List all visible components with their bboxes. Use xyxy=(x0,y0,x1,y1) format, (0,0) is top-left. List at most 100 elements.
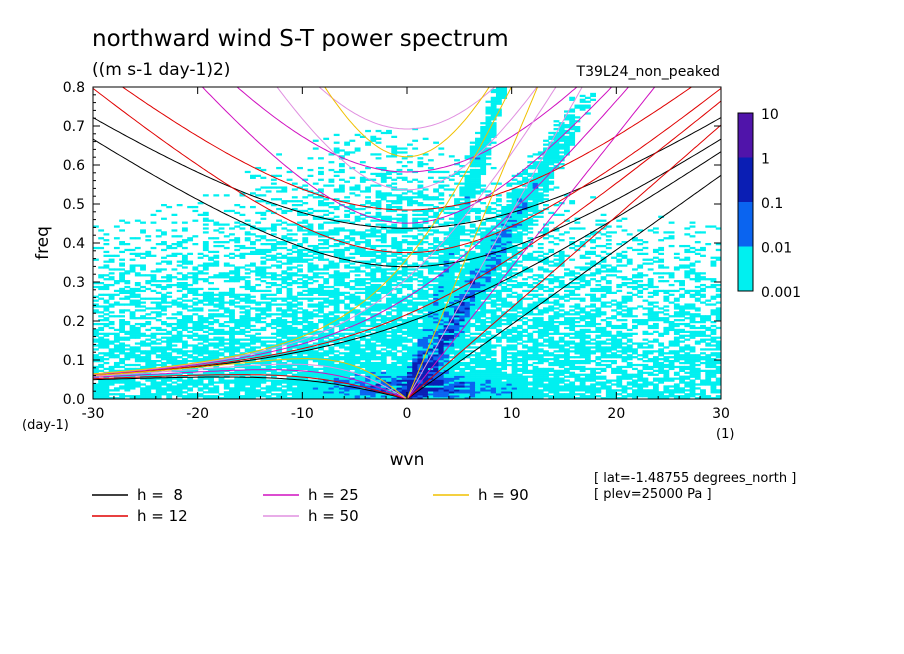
heat-cell xyxy=(527,391,534,394)
heat-cell xyxy=(652,360,659,363)
heat-cell xyxy=(663,326,670,330)
heat-cell xyxy=(187,383,194,386)
heat-cell xyxy=(208,313,214,316)
heat-cell xyxy=(124,289,131,293)
heat-cell xyxy=(694,342,701,345)
heat-cell xyxy=(448,344,455,347)
heat-cell xyxy=(611,342,617,345)
heat-cell xyxy=(338,301,345,304)
heat-cell xyxy=(715,377,721,380)
heat-cell xyxy=(459,363,466,367)
heat-cell xyxy=(166,375,173,378)
heat-cell xyxy=(354,328,361,332)
heat-cell xyxy=(564,321,570,324)
heat-cell xyxy=(234,340,241,343)
heat-cell xyxy=(344,379,351,382)
heat-cell xyxy=(454,395,460,398)
heat-cell xyxy=(145,350,152,353)
heat-cell xyxy=(192,358,199,361)
heat-cell xyxy=(616,307,623,310)
heat-cell xyxy=(297,373,303,376)
heat-cell xyxy=(192,338,199,341)
heat-cell xyxy=(93,309,99,312)
heat-cell xyxy=(548,317,555,320)
heat-cell xyxy=(647,291,654,294)
heat-cell xyxy=(412,321,419,324)
heat-cell xyxy=(354,389,361,392)
heat-cell xyxy=(448,348,455,351)
heat-cell xyxy=(229,321,235,324)
heat-cell xyxy=(208,377,214,380)
heat-cell xyxy=(291,313,298,316)
heat-cell xyxy=(281,369,288,372)
heat-cell xyxy=(454,299,460,302)
heat-cell xyxy=(569,346,576,349)
heat-cell xyxy=(663,375,670,378)
heat-cell xyxy=(705,319,712,322)
heat-cell xyxy=(270,319,277,322)
heat-cell xyxy=(673,289,680,293)
heat-cell xyxy=(323,383,330,386)
heat-cell xyxy=(673,340,680,343)
heat-cell xyxy=(297,397,303,399)
heat-cell xyxy=(511,387,518,390)
heat-cell xyxy=(647,283,654,287)
heat-cell xyxy=(642,365,649,369)
heat-cell xyxy=(537,373,544,376)
heat-cell xyxy=(181,361,188,365)
heat-cell xyxy=(176,330,183,333)
heat-cell xyxy=(229,336,235,339)
heat-cell xyxy=(197,379,204,382)
heat-cell xyxy=(433,301,439,304)
heat-cell xyxy=(312,387,319,390)
heat-cell xyxy=(202,319,209,322)
heat-cell xyxy=(558,373,565,376)
heat-cell xyxy=(119,358,125,361)
heat-cell xyxy=(668,301,675,304)
heat-cell xyxy=(490,367,497,371)
heat-cell xyxy=(537,348,544,351)
heat-cell xyxy=(579,352,586,355)
heat-cell xyxy=(140,360,146,363)
heat-cell xyxy=(386,293,392,296)
heat-cell xyxy=(475,324,481,328)
heat-cell xyxy=(438,342,445,345)
heat-cell xyxy=(621,326,628,330)
heat-cell xyxy=(448,391,455,394)
heat-cell xyxy=(673,307,680,310)
heat-cell xyxy=(98,285,105,289)
heat-cell xyxy=(328,348,335,351)
heat-cell xyxy=(129,301,136,304)
heat-cell xyxy=(150,365,157,369)
heat-cell xyxy=(187,321,194,324)
heat-cell xyxy=(652,377,659,380)
heat-cell xyxy=(464,354,471,357)
heat-cell xyxy=(574,397,581,399)
heat-cell xyxy=(197,342,204,345)
heat-cell xyxy=(328,360,335,363)
heat-cell xyxy=(370,383,377,386)
heat-cell xyxy=(689,369,696,372)
heat-cell xyxy=(244,330,251,333)
heat-cell xyxy=(318,397,324,399)
heat-cell xyxy=(328,319,335,322)
heat-cell xyxy=(349,332,356,335)
heat-cell xyxy=(265,336,272,339)
heat-cell xyxy=(338,371,345,374)
heat-cell xyxy=(522,328,528,332)
heat-cell xyxy=(166,389,173,392)
heat-cell xyxy=(260,387,267,390)
heat-cell xyxy=(98,315,105,318)
heat-cell xyxy=(569,285,576,289)
heat-cell xyxy=(365,344,371,347)
heat-cell xyxy=(307,315,314,318)
heat-cell xyxy=(281,356,288,359)
heat-cell xyxy=(344,295,351,298)
heat-cell xyxy=(176,305,183,308)
heat-cell xyxy=(302,344,309,347)
heat-cell xyxy=(286,287,293,291)
heat-cell xyxy=(401,307,408,310)
heat-cell xyxy=(626,387,633,390)
heat-cell xyxy=(626,313,633,316)
heat-cell xyxy=(150,311,157,314)
